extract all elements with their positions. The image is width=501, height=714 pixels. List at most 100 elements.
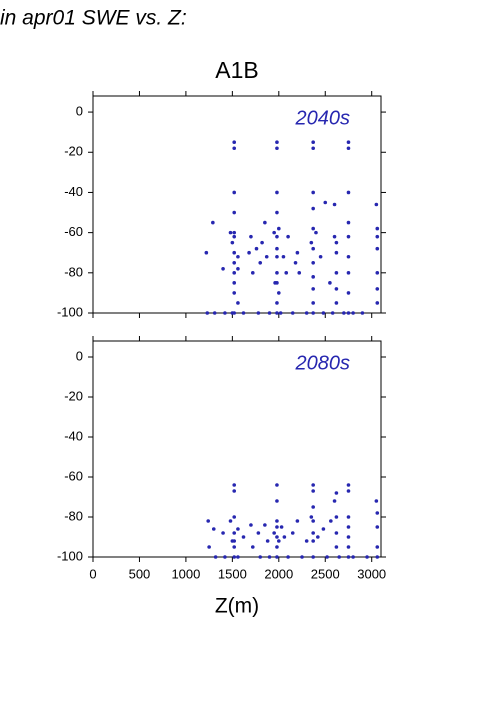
point xyxy=(249,523,253,527)
point xyxy=(232,281,237,285)
point xyxy=(232,311,237,315)
point xyxy=(232,515,237,519)
point xyxy=(332,234,337,239)
point xyxy=(260,240,264,245)
point xyxy=(375,545,380,549)
point xyxy=(207,545,211,549)
chart-subtitle: A1B xyxy=(215,57,258,83)
point xyxy=(275,254,279,259)
y-tick-label: 0 xyxy=(76,348,83,363)
annotation: 2040s xyxy=(295,107,351,129)
x-tick-label: 1000 xyxy=(171,566,200,581)
point xyxy=(346,545,351,549)
y-tick-label: -40 xyxy=(64,428,83,443)
point xyxy=(346,254,351,259)
x-axis-label: Z(m) xyxy=(215,595,259,618)
point xyxy=(346,146,351,151)
point xyxy=(232,271,237,275)
point xyxy=(334,545,339,549)
point xyxy=(323,200,328,205)
y-tick-label: -40 xyxy=(64,184,83,199)
point xyxy=(334,515,339,519)
point xyxy=(279,525,284,529)
point xyxy=(223,555,227,559)
x-tick-label: 2500 xyxy=(311,566,340,581)
point xyxy=(300,555,304,559)
point xyxy=(232,140,237,145)
point xyxy=(304,311,309,315)
point xyxy=(342,311,346,315)
point xyxy=(232,539,237,543)
point xyxy=(206,519,210,523)
point xyxy=(232,146,237,151)
point xyxy=(204,250,209,255)
point xyxy=(334,287,339,291)
point xyxy=(346,291,351,295)
point xyxy=(264,254,269,259)
point xyxy=(293,260,298,265)
point xyxy=(375,287,380,291)
point xyxy=(228,230,233,235)
point xyxy=(334,250,339,255)
y-tick-label: 0 xyxy=(76,104,83,119)
point xyxy=(213,555,218,559)
point xyxy=(232,234,237,239)
point xyxy=(346,140,351,145)
point xyxy=(375,301,380,305)
point xyxy=(295,519,300,523)
point xyxy=(256,311,261,315)
y-tick-label: -20 xyxy=(64,144,83,159)
point xyxy=(351,555,355,559)
point xyxy=(277,539,281,543)
point xyxy=(290,531,295,535)
point xyxy=(228,519,233,523)
point xyxy=(275,281,279,285)
point xyxy=(321,311,326,315)
chart-title: in apr01 SWE vs. Z: xyxy=(0,7,187,30)
point xyxy=(272,531,276,535)
point xyxy=(290,311,295,315)
point xyxy=(256,531,261,535)
y-tick-label: -60 xyxy=(64,468,83,483)
point xyxy=(311,190,315,195)
point xyxy=(346,535,351,539)
point xyxy=(311,146,315,151)
point xyxy=(232,250,237,255)
y-tick-label: -100 xyxy=(57,304,83,319)
y-tick-label: -20 xyxy=(64,388,83,403)
point xyxy=(346,190,351,195)
point xyxy=(258,555,263,559)
point xyxy=(275,499,279,503)
point xyxy=(304,539,309,543)
point xyxy=(241,311,246,315)
point xyxy=(275,483,279,487)
point xyxy=(275,519,279,523)
point xyxy=(265,539,270,543)
point xyxy=(374,202,379,207)
point xyxy=(221,266,225,271)
point xyxy=(311,539,315,543)
point xyxy=(232,210,237,215)
point xyxy=(211,527,216,531)
point xyxy=(275,535,279,539)
point xyxy=(375,234,380,239)
point xyxy=(311,275,315,279)
point xyxy=(311,206,315,211)
point xyxy=(241,535,246,539)
point xyxy=(328,281,332,285)
point xyxy=(332,499,337,503)
point xyxy=(232,230,237,235)
point xyxy=(334,491,339,495)
point xyxy=(375,271,380,275)
point xyxy=(232,190,237,195)
point xyxy=(334,531,339,535)
point xyxy=(346,234,351,239)
point xyxy=(258,260,263,265)
point xyxy=(346,483,351,487)
point xyxy=(278,311,283,315)
point xyxy=(275,140,279,145)
point xyxy=(277,291,281,295)
point xyxy=(275,234,279,239)
point xyxy=(346,515,351,519)
x-tick-label: 0 xyxy=(89,566,96,581)
